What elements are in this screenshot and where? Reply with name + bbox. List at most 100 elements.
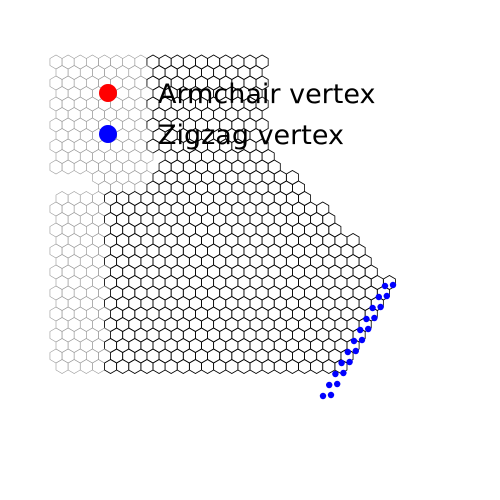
lattice-hexagon [128, 128, 142, 143]
legend-label-armchair: Armchair vertex [158, 79, 375, 110]
zigzag-vertex-marker [352, 347, 359, 355]
zigzag-vertex-marker [365, 325, 372, 333]
lattice-hexagon [86, 327, 99, 343]
lattice-hexagon [73, 75, 87, 91]
lattice-hexagon [98, 54, 111, 70]
lattice-hexagon [67, 296, 81, 311]
lattice-hexagon [55, 338, 69, 353]
lattice-hexagon [134, 96, 148, 112]
lattice-hexagon [49, 327, 63, 343]
lattice-hexagon [104, 149, 117, 164]
legend-marker-armchair [99, 84, 117, 102]
lattice-hexagon [67, 212, 81, 227]
lattice-hexagon [134, 117, 148, 133]
lattice-hexagon [116, 107, 130, 122]
lattice-hexagon [86, 96, 99, 112]
lattice-hexagon [79, 275, 93, 290]
lattice-hexagon [188, 359, 202, 374]
lattice-hexagon [79, 65, 93, 80]
lattice-hexagon [55, 233, 69, 248]
lattice-hexagon [61, 138, 75, 154]
lattice-hexagon [67, 233, 81, 248]
lattice-hexagon [116, 65, 130, 80]
lattice-hexagon [73, 138, 87, 154]
lattice-hexagon [67, 359, 81, 374]
lattice-hexagon [73, 222, 87, 238]
zigzag-vertex-marker [383, 292, 390, 300]
lattice-hexagon [79, 107, 93, 122]
lattice-hexagon [67, 149, 81, 164]
lattice-hexagon [79, 191, 93, 206]
lattice-hexagon [79, 338, 93, 353]
lattice-hexagon [61, 243, 75, 259]
lattice-hexagon [61, 306, 75, 322]
lattice-hexagon [49, 306, 63, 322]
lattice-hexagon [128, 86, 142, 101]
lattice-hexagon [92, 191, 105, 206]
zigzag-vertex-marker [389, 281, 397, 289]
legend: Armchair vertex Zigzag vertex [99, 79, 375, 151]
lattice-hexagon [67, 128, 81, 143]
lattice-hexagon [92, 212, 105, 227]
lattice-hexagon [273, 359, 287, 374]
lattice-hexagon [61, 222, 75, 238]
lattice-hexagon [49, 54, 63, 70]
lattice-hexagon [67, 191, 81, 206]
lattice-hexagon [128, 170, 142, 185]
lattice-hexagon [104, 107, 117, 122]
lattice-hexagon [92, 107, 105, 122]
lattice-hexagon [61, 348, 75, 364]
lattice-hexagon [92, 170, 105, 185]
lattice-hexagon [225, 359, 239, 374]
lattice-hexagon [67, 317, 81, 332]
lattice-hexagon [92, 359, 105, 374]
lattice-hexagon [92, 296, 105, 311]
lattice-hexagon [73, 306, 87, 322]
lattice-hexagon [92, 233, 105, 248]
lattice-hexagon [86, 159, 99, 175]
lattice-hexagon [55, 107, 69, 122]
lattice-hexagon [201, 359, 215, 374]
lattice-hexagon [55, 65, 69, 80]
zigzag-vertex-marker [327, 391, 335, 399]
lattice-hexagon [49, 159, 63, 175]
lattice-hexagon [116, 170, 130, 185]
lattice-hexagon [61, 117, 75, 133]
lattice-hexagon [79, 233, 93, 248]
lattice-hexagon [122, 75, 136, 91]
lattice-hexagon [55, 275, 69, 290]
lattice-hexagon [140, 359, 154, 374]
lattice-hexagon [49, 117, 63, 133]
lattice-hexagon [49, 243, 63, 259]
lattice-hexagon [55, 191, 69, 206]
lattice-hexagon [79, 296, 93, 311]
lattice-hexagon [79, 149, 93, 164]
lattice-hexagon [86, 75, 99, 91]
lattice-hexagon [67, 254, 81, 269]
lattice-hexagon [92, 149, 105, 164]
lattice-hexagon [73, 159, 87, 175]
lattice-hexagon [128, 65, 142, 80]
lattice-hexagon [55, 296, 69, 311]
lattice-hexagon [249, 359, 263, 374]
lattice-hexagon [55, 317, 69, 332]
lattice-hexagon [67, 338, 81, 353]
lattice-hexagon [55, 128, 69, 143]
zigzag-vertex-marker [363, 315, 370, 323]
zigzag-vertex-marker [381, 282, 389, 290]
lattice-hexagon [49, 75, 63, 91]
lattice-hexagon [86, 264, 99, 280]
zigzag-vertex-marker [344, 348, 351, 356]
lattice-hexagon [73, 327, 87, 343]
lattice-hexagon [322, 359, 336, 374]
lattice-hexagon [134, 75, 148, 91]
lattice-hexagon [49, 285, 63, 301]
lattice-hexagon [67, 65, 81, 80]
lattice-hexagon [92, 317, 105, 332]
lattice-hexagon [213, 359, 227, 374]
lattice-hexagon [86, 306, 99, 322]
zigzag-vertex-marker [371, 314, 378, 322]
lattice-hexagon [55, 212, 69, 227]
lattice-hexagon [92, 338, 105, 353]
lattice-hexagon [116, 86, 130, 101]
